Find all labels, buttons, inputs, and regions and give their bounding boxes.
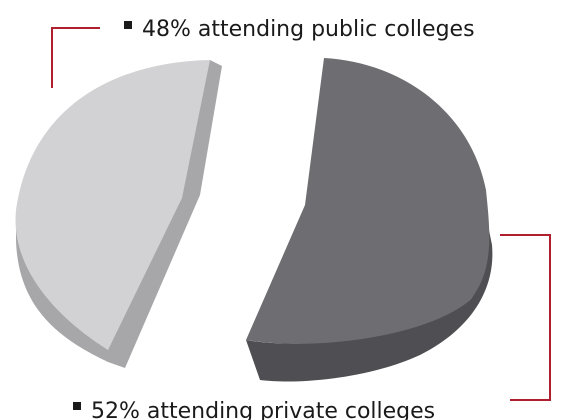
label-public-text: 48% attending public colleges	[142, 17, 475, 42]
label-private-text: 52% attending private colleges	[91, 399, 435, 420]
label-public: 48% attending public colleges	[124, 17, 475, 42]
label-private: 52% attending private colleges	[73, 399, 435, 420]
leader-public-line	[51, 27, 100, 88]
slice-private	[246, 58, 493, 382]
slice-public-top	[15, 60, 211, 350]
label-private-marker	[73, 402, 81, 410]
label-public-marker	[124, 21, 132, 29]
leader-private	[500, 234, 551, 401]
leader-public	[51, 27, 100, 88]
slice-public	[15, 60, 222, 368]
slice-private-top	[246, 58, 490, 344]
leader-private-line	[500, 234, 551, 401]
slice-private-side	[246, 215, 493, 382]
